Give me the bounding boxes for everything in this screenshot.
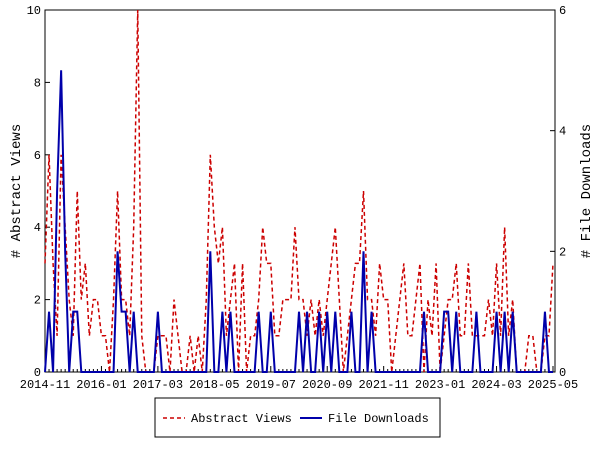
y2-tick-label: 6	[559, 4, 566, 18]
data-line	[44, 70, 553, 373]
y-tick-label: 6	[34, 149, 41, 163]
y-tick-label: 4	[34, 221, 41, 235]
x-tick-label: 2019-07	[246, 378, 296, 392]
y-tick-label: 0	[34, 366, 41, 380]
legend-box	[154, 397, 441, 438]
x-tick-label: 2024-03	[471, 378, 521, 392]
y-tick-label: 10	[27, 4, 41, 18]
x-tick-label: 2014-11	[20, 378, 70, 392]
legend-label: Abstract Views	[191, 412, 292, 426]
y-tick-label: 8	[34, 76, 41, 90]
y2-tick-label: 0	[559, 366, 566, 380]
x-tick-label: 2017-03	[133, 378, 183, 392]
x-tick-label: 2018-05	[189, 378, 239, 392]
x-tick-label: 2016-01	[76, 378, 126, 392]
y-tick-label: 2	[34, 294, 41, 308]
y2-tick-label: 2	[559, 245, 566, 259]
legend-label: File Downloads	[328, 412, 429, 426]
x-tick-label: 2021-11	[358, 378, 408, 392]
y2-tick-label: 4	[559, 125, 566, 139]
y2-axis-label: # File Downloads	[579, 124, 595, 258]
y-axis-label: # Abstract Views	[9, 124, 25, 258]
data-line	[44, 9, 554, 373]
plot-frame	[44, 9, 556, 373]
x-tick-label: 2023-01	[415, 378, 465, 392]
x-tick-label: 2020-09	[302, 378, 352, 392]
x-tick-label: 2025-05	[528, 378, 578, 392]
